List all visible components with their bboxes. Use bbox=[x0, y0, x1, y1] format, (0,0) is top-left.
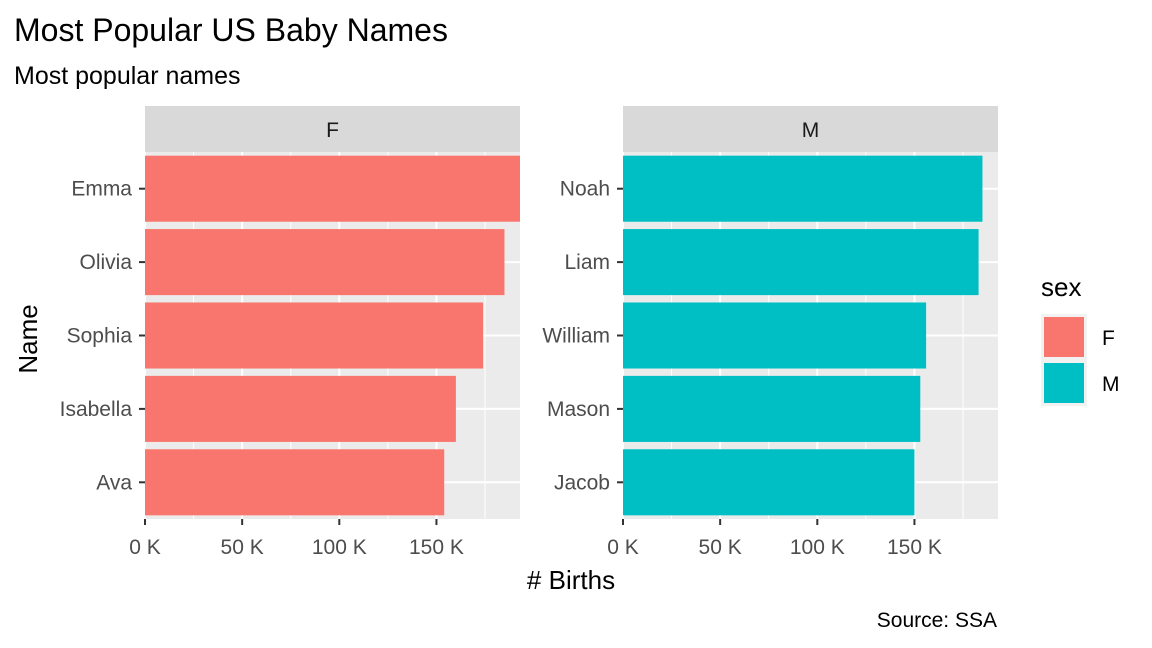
facet-panel-F: F Emma Olivia Sophia Isabella Ava 0 K 50 K 100 K… bbox=[60, 106, 520, 559]
y-tick-label: Jacob bbox=[554, 471, 610, 494]
legend-label: M bbox=[1102, 373, 1120, 396]
y-tick-label: Ava bbox=[96, 471, 132, 494]
x-axis-title: # Births bbox=[527, 565, 615, 595]
facet-strip bbox=[623, 106, 998, 152]
chart-title: Most Popular US Baby Names bbox=[14, 12, 448, 48]
x-tick-label: 50 K bbox=[699, 536, 742, 559]
bar-ava bbox=[145, 449, 445, 516]
bar-jacob bbox=[623, 449, 915, 516]
bar-olivia bbox=[145, 229, 505, 296]
chart-subtitle: Most popular names bbox=[14, 62, 241, 90]
y-tick-label: Noah bbox=[560, 178, 610, 201]
y-tick-label: Olivia bbox=[79, 251, 132, 274]
y-tick-label: Sophia bbox=[67, 325, 133, 348]
facet-strip bbox=[145, 106, 520, 152]
legend-label: F bbox=[1102, 327, 1115, 350]
caption: Source: SSA bbox=[877, 609, 997, 632]
y-tick-label: Isabella bbox=[60, 398, 133, 421]
facet-panels: F Emma Olivia Sophia Isabella Ava 0 K 50 K 100 K… bbox=[60, 106, 998, 559]
legend-key-M bbox=[1044, 363, 1084, 403]
x-tick-label: 0 K bbox=[129, 536, 161, 559]
y-tick-label: Mason bbox=[547, 398, 610, 421]
bar-liam bbox=[623, 229, 979, 296]
y-tick-label: Emma bbox=[71, 178, 132, 201]
y-axis-title: Name bbox=[13, 304, 43, 373]
bar-isabella bbox=[145, 375, 456, 442]
facet-strip-label: M bbox=[802, 119, 820, 142]
x-tick-label: 50 K bbox=[221, 536, 264, 559]
bar-william bbox=[623, 302, 927, 369]
x-tick-label: 150 K bbox=[409, 536, 464, 559]
x-tick-label: 100 K bbox=[312, 536, 367, 559]
bar-sophia bbox=[145, 302, 484, 369]
x-tick-label: 150 K bbox=[887, 536, 942, 559]
bar-mason bbox=[623, 375, 921, 442]
bar-emma bbox=[145, 155, 520, 222]
y-tick-label: Liam bbox=[564, 251, 610, 274]
x-tick-label: 0 K bbox=[607, 536, 639, 559]
facet-panel-M: M Noah Liam William Mason Jacob 0 K 50 K 100 K 15… bbox=[542, 106, 998, 559]
legend-key-F bbox=[1044, 317, 1084, 357]
legend-title: sex bbox=[1041, 272, 1081, 302]
x-tick-label: 100 K bbox=[790, 536, 845, 559]
y-tick-label: William bbox=[542, 325, 610, 348]
bar-noah bbox=[623, 155, 983, 222]
legend: sex FM bbox=[1041, 272, 1120, 406]
facet-strip-label: F bbox=[326, 119, 339, 142]
